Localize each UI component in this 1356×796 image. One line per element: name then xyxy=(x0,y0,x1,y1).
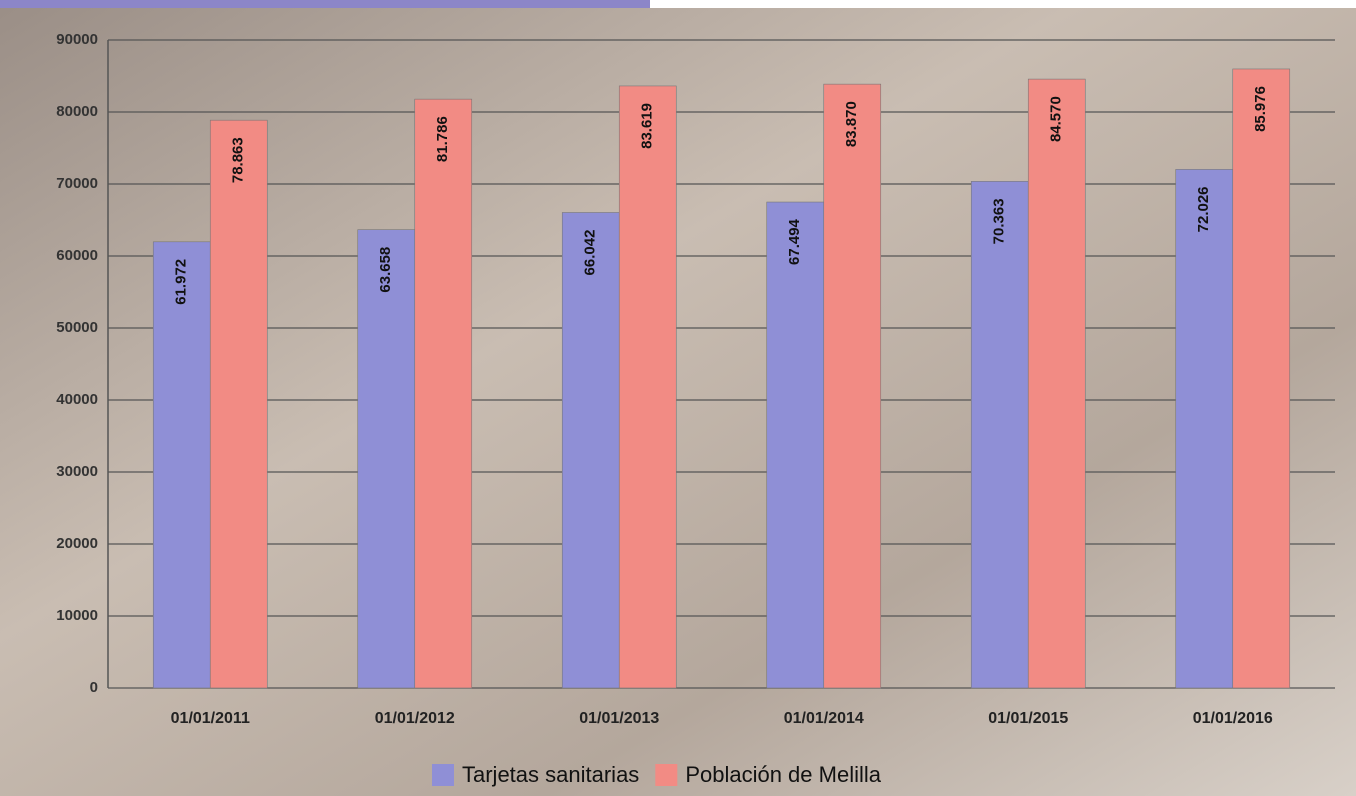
legend-label: Población de Melilla xyxy=(685,762,881,787)
legend-swatch xyxy=(432,764,454,786)
header-blank xyxy=(650,0,1356,8)
y-tick-label: 70000 xyxy=(56,175,98,192)
y-tick-label: 60000 xyxy=(56,247,98,264)
y-tick-label: 40000 xyxy=(56,391,98,408)
bar xyxy=(210,120,267,688)
bar xyxy=(971,181,1028,688)
bar xyxy=(1176,169,1233,688)
value-label: 66.042 xyxy=(582,230,599,276)
value-label: 85.976 xyxy=(1252,86,1269,132)
y-tick-label: 50000 xyxy=(56,319,98,336)
bar xyxy=(358,230,415,688)
value-label: 78.863 xyxy=(230,137,247,183)
bar xyxy=(153,242,210,688)
value-label: 83.619 xyxy=(639,103,656,149)
y-tick-label: 20000 xyxy=(56,535,98,552)
chart: 0 10000 20000 30000 40000 50000 60000 70000 8000… xyxy=(0,0,1356,796)
legend-swatch xyxy=(655,764,677,786)
x-tick-label: 01/01/2015 xyxy=(988,710,1068,727)
value-label: 81.786 xyxy=(434,116,451,162)
y-tick-label: 30000 xyxy=(56,463,98,480)
header-strip xyxy=(0,0,650,8)
bar xyxy=(1028,79,1085,688)
y-tick-label: 0 xyxy=(90,679,98,696)
x-tick-label: 01/01/2012 xyxy=(375,710,455,727)
legend-label: Tarjetas sanitarias xyxy=(462,762,639,787)
bar xyxy=(562,212,619,688)
value-label: 63.658 xyxy=(377,247,394,293)
x-tick-label: 01/01/2011 xyxy=(171,710,250,727)
x-tick-label: 01/01/2016 xyxy=(1193,710,1273,727)
value-label: 61.972 xyxy=(173,259,190,305)
value-label: 83.870 xyxy=(843,101,860,147)
value-label: 67.494 xyxy=(786,218,803,265)
y-tick-label: 90000 xyxy=(56,31,98,48)
bar xyxy=(767,202,824,688)
x-tick-label: 01/01/2013 xyxy=(579,710,659,727)
bar xyxy=(1233,69,1290,688)
bar xyxy=(824,84,881,688)
value-label: 84.570 xyxy=(1048,96,1065,142)
y-tick-label: 10000 xyxy=(56,607,98,624)
value-label: 70.363 xyxy=(991,198,1008,244)
x-tick-label: 01/01/2014 xyxy=(784,710,864,727)
bar xyxy=(415,99,472,688)
y-tick-label: 80000 xyxy=(56,103,98,120)
bar xyxy=(619,86,676,688)
value-label: 72.026 xyxy=(1195,186,1212,232)
